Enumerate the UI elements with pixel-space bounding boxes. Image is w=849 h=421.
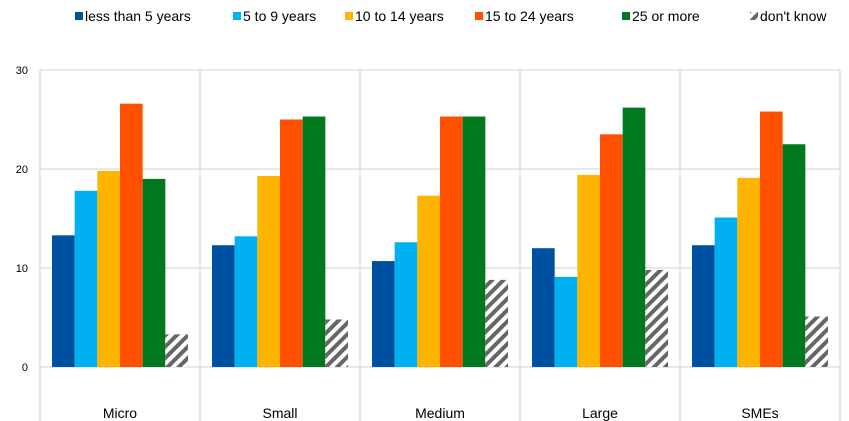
bar-25-or-more-large [622, 107, 646, 368]
bar-5-to-9-years-small [234, 236, 258, 367]
bar-25-or-more-micro [142, 178, 166, 367]
legend-swatch [622, 12, 630, 20]
legend-swatch [75, 12, 83, 20]
legend-label: 25 or more [632, 8, 700, 24]
plot-area [52, 103, 828, 368]
bar-15-to-24-years-micro [120, 103, 143, 367]
legend-label: less than 5 years [85, 8, 191, 24]
bar-less-than-5-years-large [532, 248, 555, 367]
bar-5-to-9-years-smes [714, 217, 738, 367]
x-tick-label-medium: Medium [415, 405, 465, 421]
x-tick-label-micro: Micro [103, 405, 137, 421]
bar-10-to-14-years-medium [417, 195, 440, 367]
legend-swatch [750, 12, 758, 20]
legend-item-don-t-know: don't know [750, 8, 827, 24]
bar-25-or-more-smes [782, 144, 806, 367]
bar-less-than-5-years-medium [372, 261, 395, 367]
bar-don-t-know-large [645, 269, 668, 367]
legend-item-10-to-14-years: 10 to 14 years [345, 8, 444, 24]
bar-5-to-9-years-large [554, 276, 578, 367]
bar-less-than-5-years-smes [692, 245, 715, 367]
bar-10-to-14-years-smes [737, 177, 760, 367]
legend-item-15-to-24-years: 15 to 24 years [475, 8, 574, 24]
x-tick-label-large: Large [582, 405, 618, 421]
y-tick-label: 10 [16, 263, 28, 275]
bar-don-t-know-medium [485, 279, 508, 367]
bar-15-to-24-years-smes [760, 111, 783, 367]
bar-less-than-5-years-small [212, 245, 235, 367]
legend: less than 5 years 5 to 9 years 10 to 14 ye… [75, 8, 827, 24]
y-tick-label: 30 [16, 65, 28, 77]
x-tick-label-smes: SMEs [741, 405, 778, 421]
bar-15-to-24-years-large [600, 134, 623, 367]
bar-don-t-know-micro [165, 334, 188, 367]
bar-15-to-24-years-medium [440, 116, 463, 367]
y-axis: 0 10 20 30 [16, 65, 28, 374]
legend-label: 15 to 24 years [485, 8, 574, 24]
legend-item-25-or-more: 25 or more [622, 8, 700, 24]
legend-swatch [475, 12, 483, 20]
legend-item-less-than-5-years: less than 5 years [75, 8, 191, 24]
legend-swatch [345, 12, 353, 20]
legend-item-5-to-9-years: 5 to 9 years [233, 8, 316, 24]
legend-label: 5 to 9 years [243, 8, 316, 24]
bar-less-than-5-years-micro [52, 235, 75, 367]
legend-label: don't know [760, 8, 827, 24]
legend-label: 10 to 14 years [355, 8, 444, 24]
x-tick-label-small: Small [262, 405, 297, 421]
y-tick-label: 0 [22, 362, 28, 374]
bar-5-to-9-years-micro [74, 190, 98, 367]
bar-15-to-24-years-small [280, 119, 303, 367]
bar-don-t-know-small [325, 319, 348, 367]
bar-10-to-14-years-large [577, 174, 600, 367]
bar-25-or-more-medium [462, 116, 486, 367]
bar-don-t-know-smes [805, 316, 828, 367]
bar-10-to-14-years-micro [97, 170, 120, 367]
bar-10-to-14-years-small [257, 175, 280, 367]
x-axis: Micro Small Medium Large SMEs [103, 405, 779, 421]
bar-25-or-more-small [302, 116, 326, 367]
legend-swatch [233, 12, 241, 20]
bar-5-to-9-years-medium [394, 242, 418, 367]
y-tick-label: 20 [16, 164, 28, 176]
